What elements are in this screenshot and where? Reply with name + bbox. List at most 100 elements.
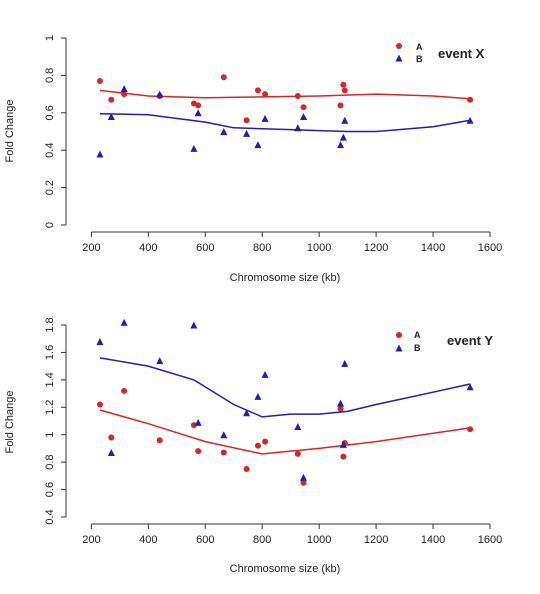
data-point-a [341, 87, 348, 94]
data-point-a [96, 78, 103, 85]
data-point-a [294, 92, 301, 99]
data-point-b [300, 473, 308, 481]
data-point-b [220, 128, 228, 135]
data-point-b [341, 116, 349, 124]
legend-marker-a [396, 43, 402, 49]
data-point-b [96, 337, 104, 345]
data-point-b [243, 409, 251, 417]
x-tick-label: 1000 [307, 242, 331, 254]
data-point-a [96, 401, 103, 408]
data-point-b [190, 321, 198, 329]
x-tick-label: 1400 [421, 242, 445, 254]
data-point-a [195, 448, 202, 455]
data-point-a [294, 450, 301, 457]
trend-line-a [99, 409, 471, 455]
y-tick-label: 1.8 [44, 317, 56, 332]
legend-label-a: A [416, 42, 423, 52]
x-ticks: 200 400 600 800 1000 1200 1400 1600 [82, 523, 502, 546]
data-point-a [121, 387, 128, 394]
y-tick-label: 0.6 [44, 482, 56, 497]
data-point-b [194, 418, 202, 426]
data-point-a [220, 449, 227, 456]
data-point-b [466, 383, 474, 391]
plot-area [96, 43, 474, 158]
data-point-b [156, 357, 164, 365]
data-point-a [108, 96, 115, 103]
y-axis-title: Fold Change [4, 391, 16, 454]
x-tick-label: 200 [82, 242, 100, 254]
data-point-a [195, 102, 202, 109]
data-point-a [108, 434, 115, 441]
panel-annotation: event X [438, 46, 485, 61]
data-point-a [156, 437, 163, 444]
y-ticks: 0 0.2 0.4 0.6 0.8 1 [44, 35, 67, 228]
data-point-a [337, 102, 344, 109]
panel-annotation: event Y [447, 333, 493, 348]
x-tick-label: 1000 [307, 534, 331, 546]
y-tick-label: 0 [44, 222, 56, 228]
x-tick-label: 400 [139, 242, 157, 254]
x-axis-title: Chromosome size (kb) [230, 563, 341, 575]
legend-marker-b [395, 54, 403, 62]
data-point-b [120, 84, 128, 92]
data-point-b [107, 113, 115, 121]
y-tick-label: 0.8 [44, 454, 56, 469]
legend-label-b: B [414, 343, 421, 353]
data-point-b [339, 440, 347, 448]
x-tick-label: 1200 [364, 242, 388, 254]
data-point-b [261, 370, 269, 378]
x-axis-title: Chromosome size (kb) [230, 272, 341, 284]
legend-label-a: A [414, 330, 421, 340]
data-point-a [243, 466, 250, 472]
y-axis-title: Fold Change [4, 100, 16, 163]
data-point-a [262, 91, 269, 98]
data-point-b [339, 133, 347, 141]
x-tick-label: 1600 [478, 242, 502, 254]
data-point-a [121, 91, 128, 98]
data-point-b [337, 399, 345, 407]
x-ticks: 200 400 600 800 1000 1200 1400 1600 [82, 231, 502, 254]
y-tick-label: 0.4 [44, 509, 56, 524]
x-tick-label: 400 [139, 534, 157, 546]
chart-panel-event-y: event Y Chromosome size (kb) Fold Change… [4, 317, 502, 575]
y-tick-label: 0.2 [44, 180, 56, 195]
x-tick-label: 600 [196, 534, 214, 546]
data-point-b [341, 359, 349, 367]
trend-line-a [99, 89, 471, 100]
x-tick-label: 1600 [478, 534, 502, 546]
y-tick-label: 1.4 [44, 372, 56, 387]
x-tick-label: 1400 [421, 534, 445, 546]
data-point-b [294, 422, 302, 430]
y-tick-label: 1 [44, 35, 56, 41]
data-point-b [243, 129, 251, 137]
plot-area [96, 318, 474, 486]
data-point-b [220, 431, 228, 439]
data-point-b [466, 116, 474, 124]
data-point-a [340, 453, 347, 460]
data-point-a [262, 438, 269, 445]
data-point-b [120, 318, 128, 326]
x-tick-label: 800 [253, 534, 271, 546]
data-point-a [340, 81, 347, 88]
data-point-a [190, 422, 197, 429]
x-tick-label: 800 [253, 242, 271, 254]
legend-marker-a [396, 332, 402, 338]
data-point-b [300, 113, 308, 121]
y-tick-label: 0.4 [44, 143, 56, 158]
data-point-b [261, 114, 269, 122]
data-point-b [294, 124, 302, 132]
data-point-a [337, 405, 344, 412]
data-point-a [300, 104, 307, 111]
y-tick-label: 0.8 [44, 68, 56, 83]
trend-line-b [99, 112, 471, 133]
trend-line-b [99, 357, 471, 418]
y-tick-label: 0.6 [44, 105, 56, 120]
data-point-b [194, 109, 202, 117]
x-tick-label: 200 [82, 534, 100, 546]
data-point-b [254, 392, 262, 400]
y-tick-label: 1.6 [44, 345, 56, 360]
x-tick-label: 600 [196, 242, 214, 254]
chart-panel-event-x: event X Chromosome size (kb) Fold Change… [4, 35, 502, 284]
data-point-b [254, 141, 262, 149]
